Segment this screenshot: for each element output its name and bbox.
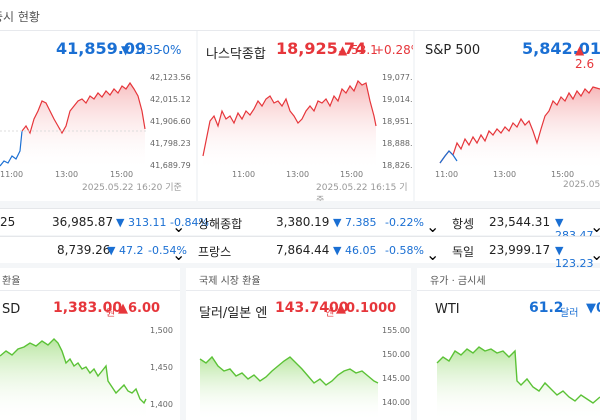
index-row-2: 8,739.26 ▼ 47.2 -0.54% 프랑스 7,864.44 ▼ 46… <box>0 236 600 270</box>
index-change: ▲ 2.6 <box>575 43 595 71</box>
fx-price: 1,383.00 <box>53 300 123 316</box>
fx-price: 143.7400 <box>275 300 349 316</box>
index-pct: -0.58% <box>385 244 424 257</box>
index-card-dow[interactable]: 41,859.09 ▼ 1.35 -0% 42,123.56 42,015.12… <box>0 31 196 201</box>
index-price: 5,842.01 <box>522 39 600 58</box>
y-tick: 19,014.75 <box>382 95 413 104</box>
fx-card-usd[interactable]: SD 1,383.00 원 ▲6.00 1,500 1,450 1,400 <box>0 291 180 420</box>
x-tick: 15:00 <box>551 170 575 179</box>
section-title: 유가 · 금시세 <box>430 276 486 287</box>
fx-unit: 엔 <box>325 308 335 319</box>
nasdaq-chart <box>202 79 377 171</box>
index-pct: -0.84% <box>170 216 209 229</box>
index-value: 7,864.44 <box>276 243 330 257</box>
y-tick: 41,798.23 <box>150 139 191 148</box>
fx-change: ▲6.00 <box>118 301 161 316</box>
index-value: 3,380.19 <box>276 215 330 229</box>
section-title: 환율 <box>2 276 21 287</box>
index-change: ▲ 53.1 <box>338 43 378 57</box>
y-tick: 1,450 <box>150 363 173 372</box>
index-change: ▼ 1.35 <box>121 43 161 57</box>
commodity-change: ▼0 <box>586 301 600 316</box>
wti-chart <box>436 346 600 420</box>
index-name[interactable]: 독일 <box>452 245 475 259</box>
market-header: 증시 현황 <box>0 0 600 31</box>
index-name[interactable]: 항셍 <box>452 217 475 231</box>
x-tick: 15:00 <box>340 170 364 179</box>
timestamp: 2025.05.22 16:20 기준 <box>82 183 182 193</box>
index-name: S&P 500 <box>425 43 481 58</box>
world-fx-section-header: 국제 시장 환율 <box>186 268 411 291</box>
timestamp: 2025.05.22 <box>563 180 600 190</box>
index-price: 18,925.74 <box>276 39 367 58</box>
index-change: ▼ 313.11 <box>116 216 167 229</box>
fx-unit: 원 <box>106 308 116 319</box>
y-tick: 18,888.99 <box>382 139 413 148</box>
y-tick: 145.00 <box>382 374 410 383</box>
dow-chart <box>0 81 148 171</box>
commodity-unit: 달러 <box>560 308 579 319</box>
index-price: 41,859.09 <box>56 39 147 58</box>
fx-name: SD <box>2 302 21 317</box>
fx-card-jpy[interactable]: 달러/일본 엔 143.7400 엔 ▲0.1000 155.00 150.00… <box>186 291 411 420</box>
usd-chart <box>0 338 147 420</box>
index-value: 36,985.87 <box>52 215 114 229</box>
index-change: ▼ 46.05 <box>333 244 377 257</box>
index-card-nasdaq[interactable]: 나스닥종합 18,925.74 ▲ 53.1 +0.28% 19,077.63 … <box>198 31 413 201</box>
y-tick: 1,400 <box>150 400 173 409</box>
x-tick: 11:00 <box>232 170 256 179</box>
commodity-section-header: 유가 · 금시세 <box>417 268 600 291</box>
x-tick: 13:00 <box>55 170 79 179</box>
expand-icon[interactable]: ⌄ <box>172 245 186 264</box>
index-change: ▼ 7.385 <box>333 216 377 229</box>
index-name[interactable]: 25 <box>0 215 16 229</box>
x-tick: 11:00 <box>435 170 459 179</box>
y-tick: 18,951.89 <box>382 117 413 126</box>
commodity-price: 61.2 <box>529 300 564 316</box>
jpy-chart <box>199 355 379 420</box>
y-tick: 140.00 <box>382 398 410 407</box>
fx-name: 달러/일본 엔 <box>199 306 268 321</box>
index-pct: -0.22% <box>385 216 424 229</box>
x-tick: 15:00 <box>110 170 134 179</box>
x-tick: 13:00 <box>493 170 517 179</box>
index-pct: -0.54% <box>148 244 187 257</box>
y-tick: 19,077.63 <box>382 73 413 82</box>
index-card-sp500[interactable]: S&P 500 5,842.01 ▲ 2.6 11:00 13:00 15:00… <box>415 31 600 201</box>
index-row-1: 25 36,985.87 ▼ 313.11 -0.84% 상해종합 3,380.… <box>0 208 600 242</box>
y-tick: 150.00 <box>382 350 410 359</box>
y-tick: 41,906.60 <box>150 117 191 126</box>
expand-icon[interactable]: ⌄ <box>426 245 440 264</box>
sp500-chart <box>439 86 600 171</box>
index-value: 23,544.31 <box>489 215 551 229</box>
expand-icon[interactable]: ⌄ <box>590 245 600 264</box>
timestamp: 2025.05.22 16:15 기준 <box>316 183 408 201</box>
expand-icon[interactable]: ⌄ <box>172 217 186 236</box>
index-name[interactable]: 프랑스 <box>198 245 232 259</box>
index-value: 8,739.26 <box>57 243 111 257</box>
y-tick: 18,826.05 <box>382 161 413 170</box>
section-title: 국제 시장 환율 <box>199 276 261 287</box>
y-tick: 41,689.79 <box>150 161 191 170</box>
x-tick: 13:00 <box>286 170 310 179</box>
y-tick: 1,500 <box>150 326 173 335</box>
market-header-title: 증시 현황 <box>0 10 40 24</box>
index-change: ▼ 47.2 <box>107 244 144 257</box>
expand-icon[interactable]: ⌄ <box>426 217 440 236</box>
commodity-card-wti[interactable]: WTI 61.2 달러 ▼0 <box>417 291 600 420</box>
index-pct: -0% <box>158 43 182 57</box>
index-name: 나스닥종합 <box>206 47 266 62</box>
y-tick: 42,015.12 <box>150 95 191 104</box>
expand-icon[interactable]: ⌄ <box>590 217 600 236</box>
y-tick: 155.00 <box>382 326 410 335</box>
commodity-name: WTI <box>435 302 460 317</box>
index-name[interactable]: 상해종합 <box>198 217 243 231</box>
fx-section-header: 환율 <box>0 268 180 291</box>
index-value: 23,999.17 <box>489 243 551 257</box>
x-tick: 11:00 <box>0 170 24 179</box>
y-tick: 42,123.56 <box>150 73 191 82</box>
fx-change: ▲0.1000 <box>336 301 397 316</box>
index-pct: +0.28% <box>374 43 413 57</box>
index-change: ▼ 123.23 <box>555 244 594 270</box>
